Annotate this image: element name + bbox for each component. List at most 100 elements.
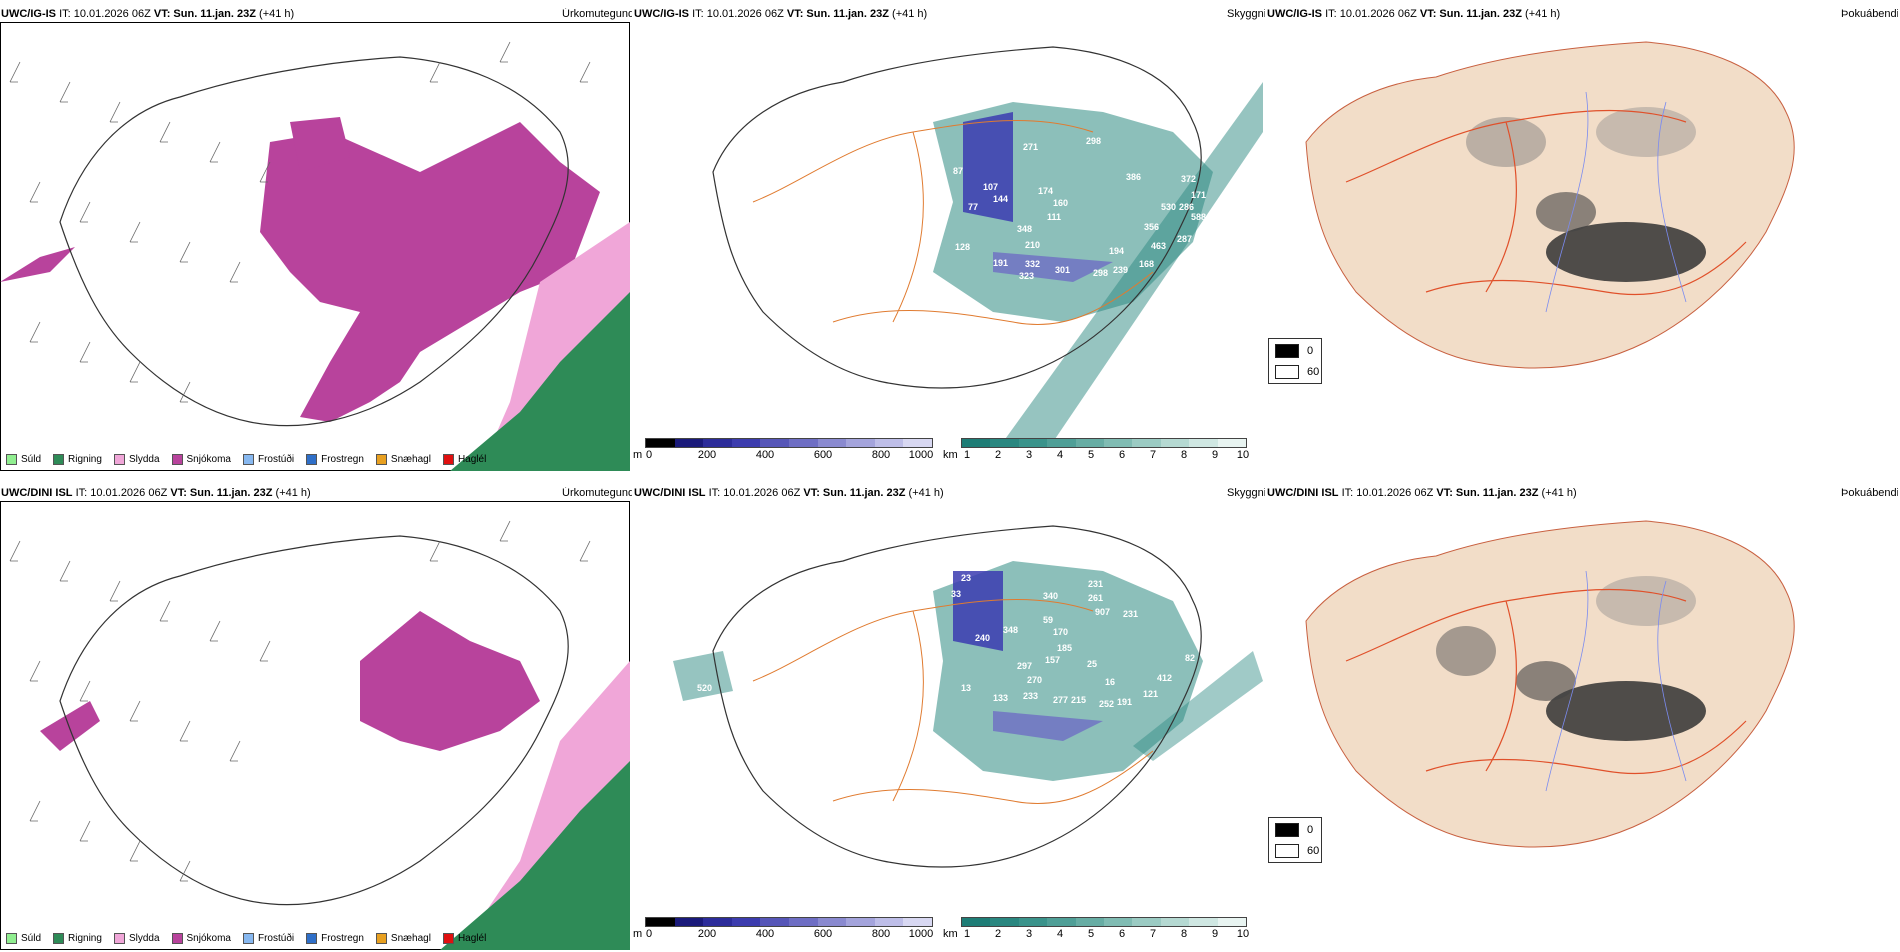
colorbar-segment	[703, 439, 732, 447]
panel-header: UWC/IG-IS IT: 10.01.2026 06Z VT: Sun. 11…	[1, 8, 294, 21]
cloud-label: 231	[1088, 579, 1103, 589]
init-time: IT: 10.01.2026 06Z	[708, 487, 801, 499]
colorbar-segment	[1104, 918, 1133, 926]
colorbar-segment	[674, 918, 704, 926]
cloud-label: 252	[1099, 699, 1114, 709]
fog-index-legend: 0 60	[1268, 817, 1322, 863]
legend-item-graupel: Snæhagl	[375, 453, 431, 465]
tick-label: 5	[1087, 449, 1095, 461]
panel-title: Úrkomutegund	[562, 487, 632, 499]
valid-label: VT:	[786, 8, 804, 20]
model-name: UWC/IG-IS	[1267, 8, 1322, 20]
tick-label: 9	[1211, 928, 1219, 940]
colorbar-segment	[1075, 439, 1105, 447]
cloud-label: 82	[1185, 653, 1195, 663]
iceland-coastline	[59, 56, 569, 427]
precip-map	[0, 41, 630, 471]
cloud-base-scale	[645, 917, 933, 927]
cloud-label: 13	[961, 683, 971, 693]
precip-type-panel-bottom: UWC/DINI ISL IT: 10.01.2026 06Z VT: Sun.…	[0, 487, 632, 952]
cloud-label: 96	[923, 144, 933, 154]
tick-label: 7	[1149, 928, 1157, 940]
valid-label: VT:	[170, 487, 187, 499]
model-name: UWC/IG-IS	[1, 8, 56, 20]
cloud-visibility-panel-bottom: UWC/DINI ISL IT: 10.01.2026 06Z VT: Sun.…	[633, 487, 1265, 952]
colorbar-segment	[1132, 439, 1161, 447]
model-name: UWC/DINI ISL	[1, 487, 73, 499]
fog-index-panel-bottom: UWC/DINI ISL IT: 10.01.2026 06Z VT: Sun.…	[1266, 487, 1898, 952]
cloud-label: 185	[1057, 643, 1072, 653]
cloud-label: 23	[961, 573, 971, 583]
colorbar-segment	[1075, 918, 1105, 926]
legend-item-rain: Rigning	[53, 932, 102, 944]
valid-label: VT:	[1419, 8, 1437, 20]
valid-time: Sun. 11.jan. 23Z	[173, 8, 256, 20]
fog-light	[1596, 576, 1696, 626]
cloud-label: 157	[1045, 655, 1060, 665]
legend-item-freezing-rain: Frostregn	[306, 453, 364, 465]
tick-label: 400	[755, 928, 775, 940]
cloud-label: 133	[993, 693, 1008, 703]
wind-barbs	[9, 520, 591, 882]
tick-label: 0	[645, 449, 653, 461]
tick-label: 1	[963, 449, 971, 461]
colorbar-segment	[990, 918, 1019, 926]
cloud-base-unit: m	[633, 928, 643, 940]
tick-label: 6	[1118, 928, 1126, 940]
legend-item-snow: Snjókoma	[171, 453, 231, 465]
precip-type-legend: Súld Rigning Slydda Snjókoma Frostúði Fr…	[6, 450, 492, 468]
legend-item-hail: Haglél	[442, 453, 486, 465]
cloud-base-scale	[645, 438, 933, 448]
cloud-base-colorbar: m 0 200 400 600 800 1000	[633, 438, 933, 468]
cloud-label: 77	[968, 202, 978, 212]
fog-legend-high: 0	[1275, 344, 1313, 358]
panel-title: Þokuábendi	[1841, 487, 1898, 499]
cloud-label: 160	[1053, 198, 1068, 208]
tick-label: 5	[1087, 928, 1095, 940]
cloud-label: 588	[1191, 212, 1206, 222]
tick-label: 7	[1149, 449, 1157, 461]
colorbar-segment	[962, 439, 991, 447]
legend-item-drizzle: Súld	[6, 932, 41, 944]
lead-time: (+41 h)	[908, 487, 944, 499]
init-time: IT: 10.01.2026 06Z	[1325, 8, 1417, 20]
legend-item-freezing-rain: Frostregn	[306, 932, 364, 944]
visibility-colorbar: km 1 2 3 4 5 6 7 8 9 10	[943, 917, 1253, 947]
tick-label: 200	[697, 928, 717, 940]
colorbar-segment	[788, 918, 818, 926]
cloud-label: 233	[1023, 691, 1038, 701]
cloud-label: 286	[1179, 202, 1194, 212]
visibility-region-west	[673, 651, 733, 701]
cloud-label: 386	[1126, 172, 1141, 182]
snow-region-west	[0, 247, 75, 282]
fog-light	[1436, 626, 1496, 676]
valid-time: Sun. 11.jan. 23Z	[806, 8, 889, 20]
lead-time: (+41 h)	[259, 8, 295, 20]
road-network	[752, 119, 1154, 326]
fog-index-legend: 0 60	[1268, 338, 1322, 384]
cloud-label: 59	[1043, 615, 1053, 625]
colorbar-segment	[674, 439, 704, 447]
fog-map	[1305, 520, 1795, 848]
cloud-label: 323	[1019, 271, 1034, 281]
colorbar-segment	[1217, 918, 1247, 926]
tick-label: 600	[813, 928, 833, 940]
tick-label: 800	[871, 449, 891, 461]
legend-item-rain: Rigning	[53, 453, 102, 465]
fog-high	[1546, 681, 1706, 741]
legend-item-snow: Snjókoma	[171, 932, 231, 944]
cloud-label: 121	[1143, 689, 1158, 699]
colorbar-segment	[760, 439, 789, 447]
cloud-label: 301	[1055, 265, 1070, 275]
tick-label: 4	[1056, 928, 1064, 940]
cloud-label: 168	[1139, 259, 1154, 269]
cloud-label: 297	[1017, 661, 1032, 671]
cloud-label: 332	[1025, 259, 1040, 269]
cloud-label: 463	[1151, 241, 1166, 251]
cloud-label: 239	[1113, 265, 1128, 275]
cloud-label: 356	[1144, 222, 1159, 232]
panel-title: Úrkomutegund	[562, 8, 632, 20]
visibility-colorbar: km 1 2 3 4 5 6 7 8 9 10	[943, 438, 1253, 468]
fog-high	[1546, 222, 1706, 282]
valid-time: Sun. 11.jan. 23Z	[822, 487, 906, 499]
